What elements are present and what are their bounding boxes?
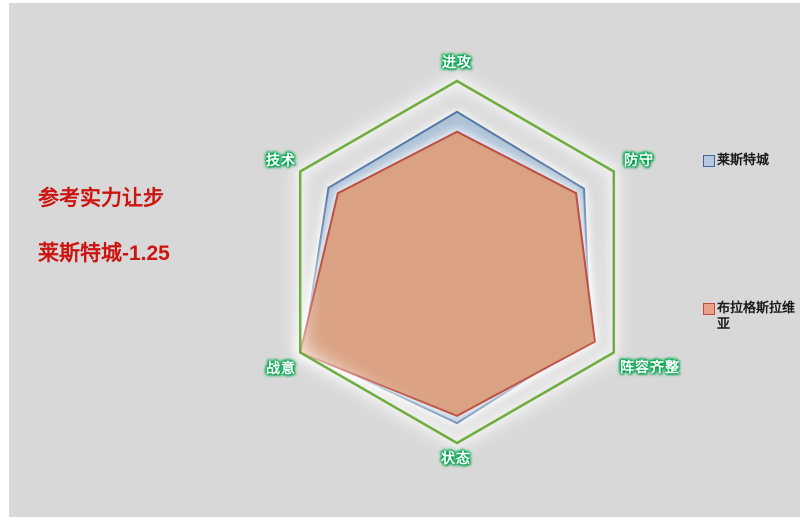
axis-label-attack: 进攻 [442,54,472,70]
hexagon-outline [298,79,616,445]
axis-label-morale: 战意 [266,360,296,376]
series-polygon-slavia [299,130,596,418]
legend-swatch-leicester [703,155,715,167]
legend-swatch-slavia [703,303,715,315]
legend-label-slavia: 布拉格斯拉维亚 [717,300,796,332]
legend-item-slavia: 布拉格斯拉维亚 [703,300,797,333]
handicap-annotation: 参考实力让步 莱斯特城-1.25 [38,188,170,264]
axis-label-squad: 阵容齐整 [620,359,680,375]
legend-label-leicester: 莱斯特城 [717,152,770,167]
handicap-title: 参考实力让步 [38,187,164,210]
axis-label-defense: 防守 [624,152,654,168]
handicap-value: 莱斯特城-1.25 [38,242,170,265]
legend-item-leicester: 莱斯特城 [703,152,769,168]
axis-label-form: 状态 [441,450,471,466]
axis-label-technique: 技术 [266,152,296,168]
